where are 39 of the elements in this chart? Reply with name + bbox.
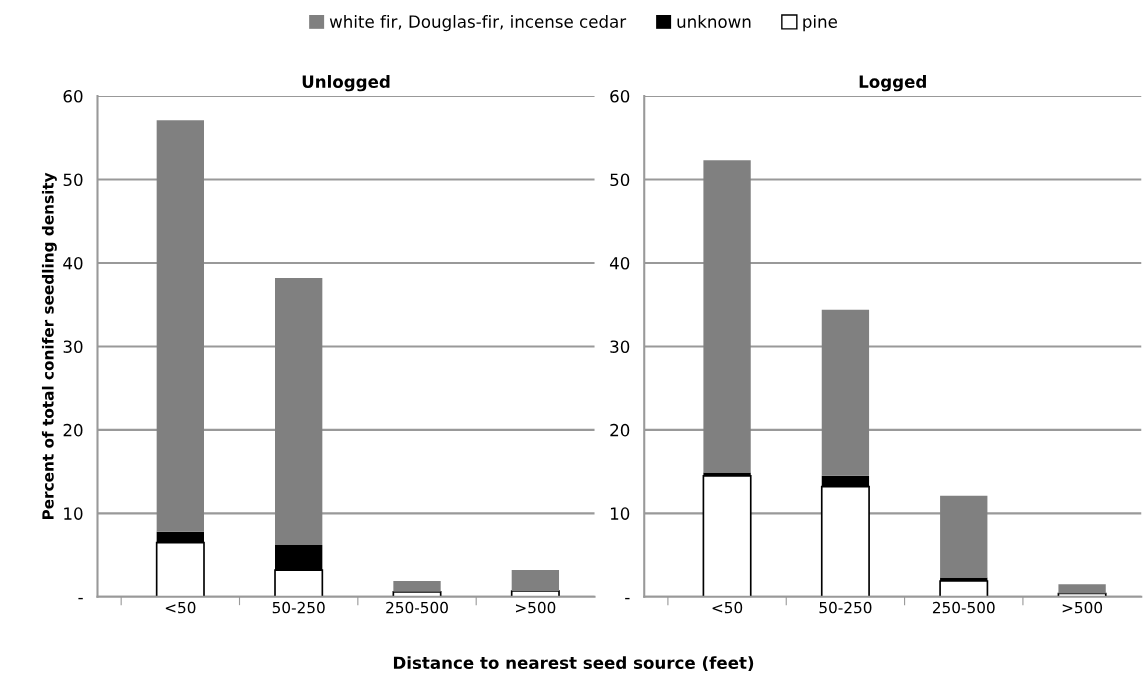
legend-label: pine [803,15,837,32]
x-tick-label: 250-500 [386,601,448,614]
x-tick-label: >500 [1062,601,1103,614]
bar [275,277,323,546]
y-tick-label: 30 [63,340,83,353]
y-tick-label: - [625,597,630,600]
chart-title: Unlogged [302,75,390,92]
y-tick-label: 30 [610,340,630,353]
x-tick-label: <50 [165,601,196,614]
bar [156,120,204,532]
bar [393,580,441,592]
y-tick-label: 40 [609,256,630,270]
y-tick-label: 50 [63,173,83,187]
y-tick-label: 60 [63,90,83,103]
x-axis-title: Distance to nearest seed source (feet) [393,656,754,672]
chart-title: Logged [859,75,926,92]
bar [1058,584,1106,594]
bar [703,160,751,473]
bar [939,580,989,597]
x-tick-label: 250-500 [932,601,995,614]
y-tick-label: 40 [63,256,83,270]
y-tick-label: 10 [64,507,83,520]
y-tick-label: - [78,597,83,600]
x-tick-label: >500 [515,601,556,614]
bar [940,495,988,578]
bar [821,309,870,476]
y-tick-label: 20 [63,423,83,437]
x-tick-label: <50 [712,601,743,614]
bar [702,474,752,597]
legend-label: unknown [677,15,751,28]
bar [511,570,560,591]
legend-label: white fir, Douglas-fir, incense cedar [329,15,627,32]
y-tick-label: 50 [610,173,630,187]
x-tick-label: 50-250 [272,601,325,614]
x-tick-label: 50-250 [819,601,872,614]
y-axis-title: Percent of total conifer seedling density [41,172,57,520]
y-tick-label: 10 [610,507,630,520]
y-tick-label: 20 [610,423,630,437]
y-tick-label: 60 [610,90,630,103]
